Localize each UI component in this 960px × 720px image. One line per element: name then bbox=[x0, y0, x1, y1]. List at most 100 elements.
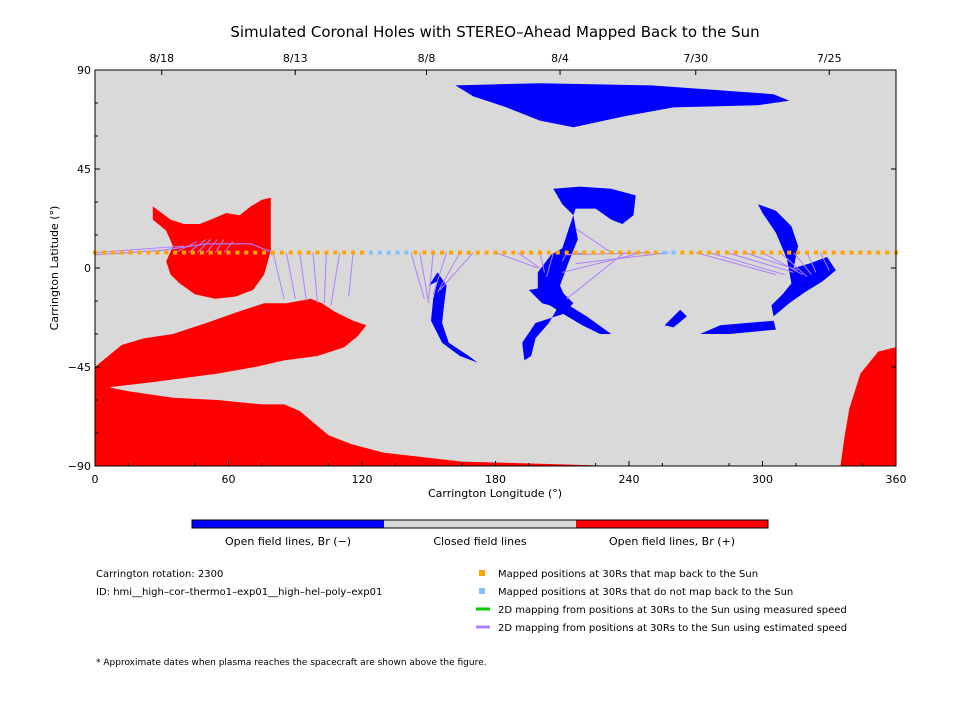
mapped-position-point bbox=[635, 250, 640, 255]
mapped-position-point bbox=[466, 250, 471, 255]
mapping-line bbox=[188, 238, 207, 254]
mapped-position-point bbox=[190, 250, 195, 255]
mapped-position-point bbox=[716, 250, 720, 255]
positive-region-southern-band bbox=[95, 298, 367, 392]
date-tick-label: 8/4 bbox=[551, 52, 569, 65]
mapped-position-point bbox=[573, 250, 578, 255]
positive-region-cusp-loop bbox=[152, 197, 271, 299]
plot-area bbox=[93, 69, 898, 467]
mapped-position-point bbox=[885, 250, 890, 255]
mapped-position-point bbox=[422, 250, 427, 255]
legend-marker bbox=[479, 570, 485, 576]
mapped-position-point bbox=[110, 250, 115, 255]
mapped-position-point bbox=[279, 250, 284, 255]
mapping-line bbox=[410, 252, 425, 299]
mapped-position-point bbox=[582, 250, 587, 255]
mapped-position-point bbox=[199, 250, 204, 255]
positive-open-regions bbox=[95, 197, 896, 466]
mapping-line bbox=[299, 252, 307, 302]
y-tick-label: 0 bbox=[84, 262, 91, 275]
mapped-position-point bbox=[262, 250, 267, 255]
unmapped-position-point bbox=[377, 250, 382, 255]
mapped-position-point bbox=[849, 250, 854, 255]
mapped-position-point bbox=[173, 250, 178, 255]
mapped-position-point bbox=[627, 250, 631, 255]
mapping-line bbox=[330, 252, 341, 306]
mapped-position-point bbox=[164, 250, 169, 255]
mapped-position-point bbox=[449, 250, 453, 255]
mapped-position-point bbox=[511, 250, 516, 255]
positive-region-southeast-corner bbox=[840, 347, 896, 466]
mapped-position-point bbox=[840, 250, 845, 255]
mapped-position-point bbox=[235, 250, 240, 255]
mapped-position-point bbox=[724, 250, 729, 255]
colorbar-label: Open field lines, Br (+) bbox=[609, 535, 735, 548]
mapping-line bbox=[432, 252, 448, 295]
mapping-line bbox=[419, 252, 430, 304]
positive-region-south-polar-region bbox=[95, 384, 618, 466]
mapped-position-point bbox=[253, 250, 258, 255]
mapped-position-point bbox=[520, 250, 525, 255]
mapping-line bbox=[495, 252, 538, 269]
legend-marker bbox=[479, 588, 485, 594]
mapped-position-point bbox=[831, 250, 836, 255]
mapped-position-point bbox=[707, 250, 712, 255]
mapped-position-point bbox=[867, 250, 872, 255]
x-tick-label: 0 bbox=[92, 473, 99, 486]
mapped-position-point bbox=[360, 250, 364, 255]
unmapped-position-point bbox=[395, 250, 400, 255]
mapped-position-point bbox=[288, 250, 293, 255]
mapped-position-point bbox=[644, 250, 649, 255]
mapped-position-point bbox=[858, 250, 863, 255]
mapped-position-point bbox=[306, 250, 311, 255]
mapped-position-point bbox=[431, 250, 436, 255]
mapped-position-point bbox=[751, 250, 756, 255]
mapping-line bbox=[214, 239, 225, 253]
y-tick-label: 90 bbox=[77, 64, 91, 77]
legend-label: 2D mapping from positions at 30Rs to the… bbox=[498, 605, 847, 616]
mapped-position-point bbox=[546, 250, 551, 255]
mapped-position-point bbox=[769, 250, 774, 255]
mapped-position-point bbox=[297, 250, 302, 255]
unmapped-position-point bbox=[662, 250, 667, 255]
mapped-position-point bbox=[475, 250, 480, 255]
mapped-position-point bbox=[324, 250, 329, 255]
mapped-position-point bbox=[733, 250, 738, 255]
mapping-line bbox=[779, 252, 808, 278]
colorbar-label: Closed field lines bbox=[433, 535, 527, 548]
mapped-position-point bbox=[413, 250, 418, 255]
colorbar-frame bbox=[191, 519, 769, 529]
date-tick-label: 7/25 bbox=[817, 52, 842, 65]
negative-region-north-polar-cap bbox=[455, 83, 790, 128]
mapping-line bbox=[539, 252, 545, 273]
mapped-position-point bbox=[653, 250, 658, 255]
mapped-position-point bbox=[493, 250, 498, 255]
date-tick-label: 7/30 bbox=[683, 52, 708, 65]
mapped-position-point bbox=[609, 250, 614, 255]
mapped-position-point bbox=[778, 250, 783, 255]
mapped-position-point bbox=[342, 250, 347, 255]
mapped-position-point bbox=[555, 250, 560, 255]
mapped-position-point bbox=[351, 250, 356, 255]
x-axis-label: Carrington Longitude (°) bbox=[428, 487, 562, 500]
negative-region-eastern-arc bbox=[428, 272, 478, 363]
mapped-position-point bbox=[502, 250, 507, 255]
mapped-position-point bbox=[591, 250, 596, 255]
mapped-position-point bbox=[600, 250, 605, 255]
y-tick-label: 45 bbox=[77, 163, 91, 176]
mapped-position-point bbox=[226, 250, 231, 255]
mapped-position-point bbox=[457, 250, 462, 255]
mapping-line bbox=[517, 252, 541, 269]
legend-label: 2D mapping from positions at 30Rs to the… bbox=[498, 623, 847, 634]
mapping-line bbox=[205, 239, 218, 253]
legend-label: Mapped positions at 30Rs that do not map… bbox=[498, 587, 793, 598]
x-tick-label: 360 bbox=[886, 473, 907, 486]
mapping-line bbox=[285, 252, 296, 299]
negative-region-western-hook bbox=[758, 204, 836, 317]
mapped-position-point bbox=[787, 250, 792, 255]
legend-label: Mapped positions at 30Rs that map back t… bbox=[498, 569, 758, 580]
y-tick-label: −45 bbox=[68, 361, 91, 374]
mapping-line bbox=[806, 252, 817, 273]
colorbar-label: Open field lines, Br (−) bbox=[225, 535, 351, 548]
